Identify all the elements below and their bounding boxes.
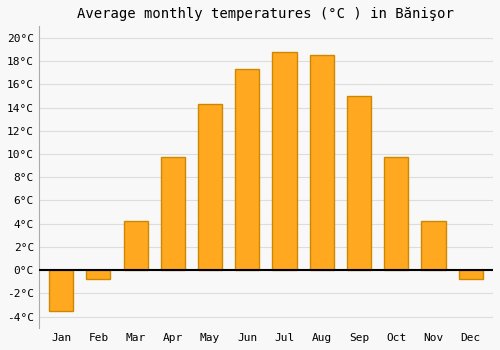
Bar	[160, 158, 185, 270]
Bar	[49, 270, 73, 311]
Bar	[458, 270, 483, 279]
Bar	[272, 52, 296, 270]
Bar	[347, 96, 371, 270]
Bar	[124, 221, 148, 270]
Bar	[235, 69, 260, 270]
Title: Average monthly temperatures (°C ) in Bănişor: Average monthly temperatures (°C ) in Bă…	[78, 7, 454, 21]
Bar	[310, 55, 334, 270]
Bar	[422, 221, 446, 270]
Bar	[384, 158, 408, 270]
Bar	[198, 104, 222, 270]
Bar	[86, 270, 110, 279]
